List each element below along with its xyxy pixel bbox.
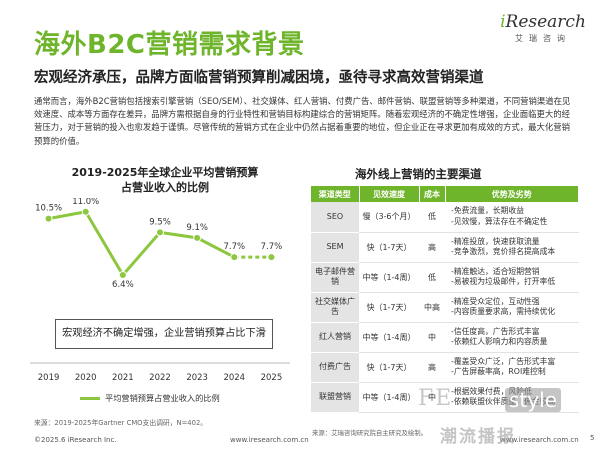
pros-cons-cell: -精准触达，适合短期营销 -易被视为垃圾邮件，打开率低 [445, 262, 579, 293]
table-row: SEO 慢（3-6个月） 低 -免费流量，长期收益 -见效慢，算法存在不确定性 [311, 202, 579, 233]
x-tick-label: 2022 [149, 373, 171, 383]
table-row: 红人营销 中等（1-4周） 中 -信任度高，广告形式丰富 -依赖红人影响力和内容质… [311, 322, 579, 353]
cost-cell: 低 [419, 262, 445, 293]
speed-cell: 快（1-7天） [359, 292, 419, 323]
series-line-segment [196, 236, 235, 259]
speed-cell: 快（1-7天） [359, 232, 419, 263]
series-line-segment [48, 210, 86, 221]
speed-cell: 快（1-7天） [359, 352, 419, 383]
table-row: SEM 快（1-7天） 高 -精准投放，快速获取流量 -竞争激烈，竞价排名提高成本 [311, 232, 579, 263]
series-line-segment [84, 210, 125, 276]
watermark-style: style [505, 388, 561, 412]
table-source-note: 来源：艾瑞咨询研究院自主研究及绘制。 [312, 429, 428, 437]
cost-cell: 中高 [419, 292, 445, 323]
table-row: 电子邮件营销 中等（1-4周） 低 -精准触达，适合短期营销 -易被视为垃圾邮件，… [311, 262, 579, 293]
copyright: ©2025.6 iResearch Inc. [34, 436, 117, 444]
chart-title: 2019-2025年全球企业平均营销预算 占营业收入的比例 [71, 166, 259, 194]
channel-type-cell: SEM [311, 232, 359, 263]
pros-cons-cell: -免费流量，长期收益 -见效慢，算法存在不确定性 [445, 202, 579, 233]
data-point [81, 207, 90, 216]
watermark-text: 潮流播报 [440, 427, 516, 447]
iresearch-logo: iResearch 艾瑞咨询 [498, 12, 588, 44]
data-label: 6.4% [112, 280, 134, 290]
page-number: 5 [590, 434, 595, 442]
header-cost: 成本 [419, 186, 446, 202]
data-point [118, 271, 127, 279]
cost-cell: 中 [419, 322, 445, 353]
data-label: 9.1% [186, 223, 208, 233]
cost-cell: 高 [419, 352, 445, 383]
website-url[interactable]: www.iresearch.com.cn [230, 436, 309, 444]
x-tick-label: 2025 [261, 373, 283, 383]
data-label: 11.0% [72, 198, 99, 207]
x-tick-label: 2019 [38, 373, 60, 383]
logo-wordmark: iResearch [500, 12, 586, 32]
cost-cell: 高 [419, 232, 445, 263]
channel-type-cell: 电子邮件营销 [311, 262, 359, 293]
data-label: 7.7% [223, 242, 245, 252]
table-row: 付费广告 快（1-7天） 高 -覆盖受众广泛，广告形式丰富 -广告屏蔽率高，ROI… [311, 352, 579, 383]
website-url-right[interactable]: www.iresearch.com.cn [500, 436, 579, 444]
x-tick-label: 2021 [112, 373, 134, 383]
logo-subtitle: 艾瑞咨询 [515, 34, 571, 43]
speed-cell: 中等（1-4周） [359, 322, 419, 353]
page-title: 海外B2C营销需求背景 [34, 30, 305, 60]
intro-paragraph: 通常而言，海外B2C营销包括搜索引擎营销（SEO/SEM）、社交媒体、红人营销、… [34, 96, 571, 146]
data-point [44, 214, 53, 223]
data-label: 9.5% [149, 217, 171, 227]
header-pros-cons: 优势及劣势 [445, 186, 579, 202]
channel-type-cell: 付费广告 [311, 352, 359, 383]
table-header-row: 渠道类型 见效速度 成本 优势及劣势 [311, 186, 579, 202]
header-speed: 见效速度 [359, 186, 420, 202]
series-line-segment [159, 230, 198, 240]
x-tick-label: 2023 [186, 373, 208, 383]
data-point [156, 228, 164, 237]
chart-legend: 平均营销预算占营业收入的比例 [80, 392, 220, 404]
channel-table: 渠道类型 见效速度 成本 优势及劣势 SEO 慢（3-6个月） 低 -免费流量，… [311, 186, 579, 413]
watermark: FE style 潮流播报 [410, 378, 600, 453]
channel-type-cell: SEO [311, 202, 359, 233]
x-tick-label: 2020 [75, 373, 97, 383]
watermark-letters: FE [418, 386, 454, 411]
x-tick-label: 2024 [223, 373, 245, 383]
data-point [267, 253, 276, 262]
table-row: 社交媒体广告 快（1-7天） 中高 -精准受众定位，互动性强 -内容质量要求高，需… [311, 292, 579, 323]
data-label: 7.7% [261, 242, 283, 252]
data-point [193, 233, 202, 242]
cost-cell: 中 [419, 382, 445, 413]
header-channel-type: 渠道类型 [311, 186, 360, 202]
page-subtitle: 宏观经济承压，品牌方面临营销预算削减困境，亟待寻求高效营销渠道 [34, 70, 484, 86]
data-point [230, 253, 239, 262]
pros-cons-cell: -精准受众定位，互动性强 -内容质量要求高，需持续优化 [445, 292, 579, 323]
pros-cons-cell: -信任度高，广告形式丰富 -依赖红人影响力和内容质量 [445, 322, 579, 353]
speed-cell: 中等（1-4周） [359, 262, 419, 293]
chart-annotation-box: 宏观经济不确定增强，企业营销预算占比下滑 [55, 319, 273, 349]
speed-cell: 中等（1-4周） [359, 382, 419, 413]
speed-cell: 慢（3-6个月） [359, 202, 419, 233]
channel-type-cell: 社交媒体广告 [311, 292, 359, 323]
line-chart: 10.5% 11.0% 6.4% 9.5% 9.1% 7.7% 7.7% 2019 2020 20… [30, 198, 290, 383]
pros-cons-cell: -精准投放，快速获取流量 -竞争激烈，竞价排名提高成本 [445, 232, 579, 263]
legend-label: 平均营销预算占营业收入的比例 [105, 393, 220, 403]
channel-type-cell: 联盟营销 [311, 382, 359, 413]
data-label: 10.5% [35, 204, 62, 214]
legend-swatch [80, 397, 100, 400]
chart-source-note: 来源：2019-2025年Gartner CMO支出调研，N=402。 [34, 419, 208, 427]
series-line-segment [121, 231, 162, 276]
pros-cons-cell: -覆盖受众广泛，广告形式丰富 -广告屏蔽率高，ROI难控制 [445, 352, 579, 383]
channel-type-cell: 红人营销 [311, 322, 359, 353]
cost-cell: 低 [419, 202, 445, 233]
table-title: 海外线上营销的主要渠道 [355, 167, 482, 181]
